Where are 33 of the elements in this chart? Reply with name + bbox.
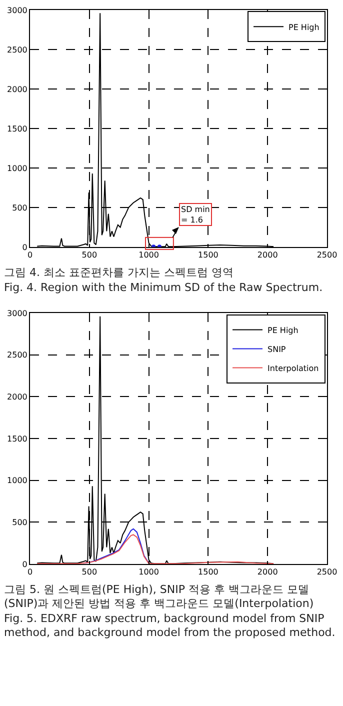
legend-label: SNIP <box>268 344 286 354</box>
x-tick-label: 2500 <box>316 568 338 577</box>
y-tick-label: 2000 <box>7 84 28 94</box>
x-tick-label: 1000 <box>138 568 159 577</box>
x-tick-label: 2000 <box>257 250 278 260</box>
caption: 그림 5. 원 스펙트럼(PE High), SNIP 적용 후 백그라운드 모델(SNIP)과 제안된 방법 적용 후 백그라운드 모델(Interpolation) <box>4 583 315 611</box>
y-tick-label: 0 <box>22 242 28 252</box>
y-tick-label: 1000 <box>7 164 28 173</box>
x-tick-label: 500 <box>82 250 98 260</box>
y-tick-label: 2000 <box>7 392 28 402</box>
x-tick-label: 1500 <box>198 250 218 260</box>
caption: Fig. 4. Region with the Minimum SD of the Raw Spectrum. <box>4 281 324 295</box>
legend-label: Interpolation <box>268 364 319 373</box>
y-tick-label: 500 <box>12 203 28 212</box>
x-tick-label: 500 <box>82 568 98 577</box>
y-tick-label: 2500 <box>7 350 28 360</box>
annotation: SD min = 1.6 <box>181 205 210 224</box>
x-tick-label: 2000 <box>257 568 278 577</box>
x-tick-label: 2500 <box>316 250 338 260</box>
y-tick-label: 1500 <box>7 434 28 444</box>
y-tick-label: 1000 <box>7 476 28 486</box>
caption: Fig. 5. EDXRF raw spectrum, background model from SNIP method, and background model from the proposed method. <box>4 612 336 640</box>
x-tick-label: 1000 <box>138 250 159 260</box>
y-tick-label: 3000 <box>7 6 28 15</box>
caption: 그림 4. 최소 표준편차를 가지는 스펙트럼 영역 <box>4 266 234 280</box>
y-tick-label: 2500 <box>7 45 28 54</box>
x-tick-label: 1500 <box>198 568 218 577</box>
y-tick-label: 3000 <box>7 308 28 318</box>
y-tick-label: 1500 <box>7 124 28 134</box>
y-tick-label: 500 <box>12 518 28 527</box>
legend-label: PE High <box>288 22 320 32</box>
y-tick-label: 0 <box>22 560 28 569</box>
legend-label: PE High <box>268 326 298 335</box>
